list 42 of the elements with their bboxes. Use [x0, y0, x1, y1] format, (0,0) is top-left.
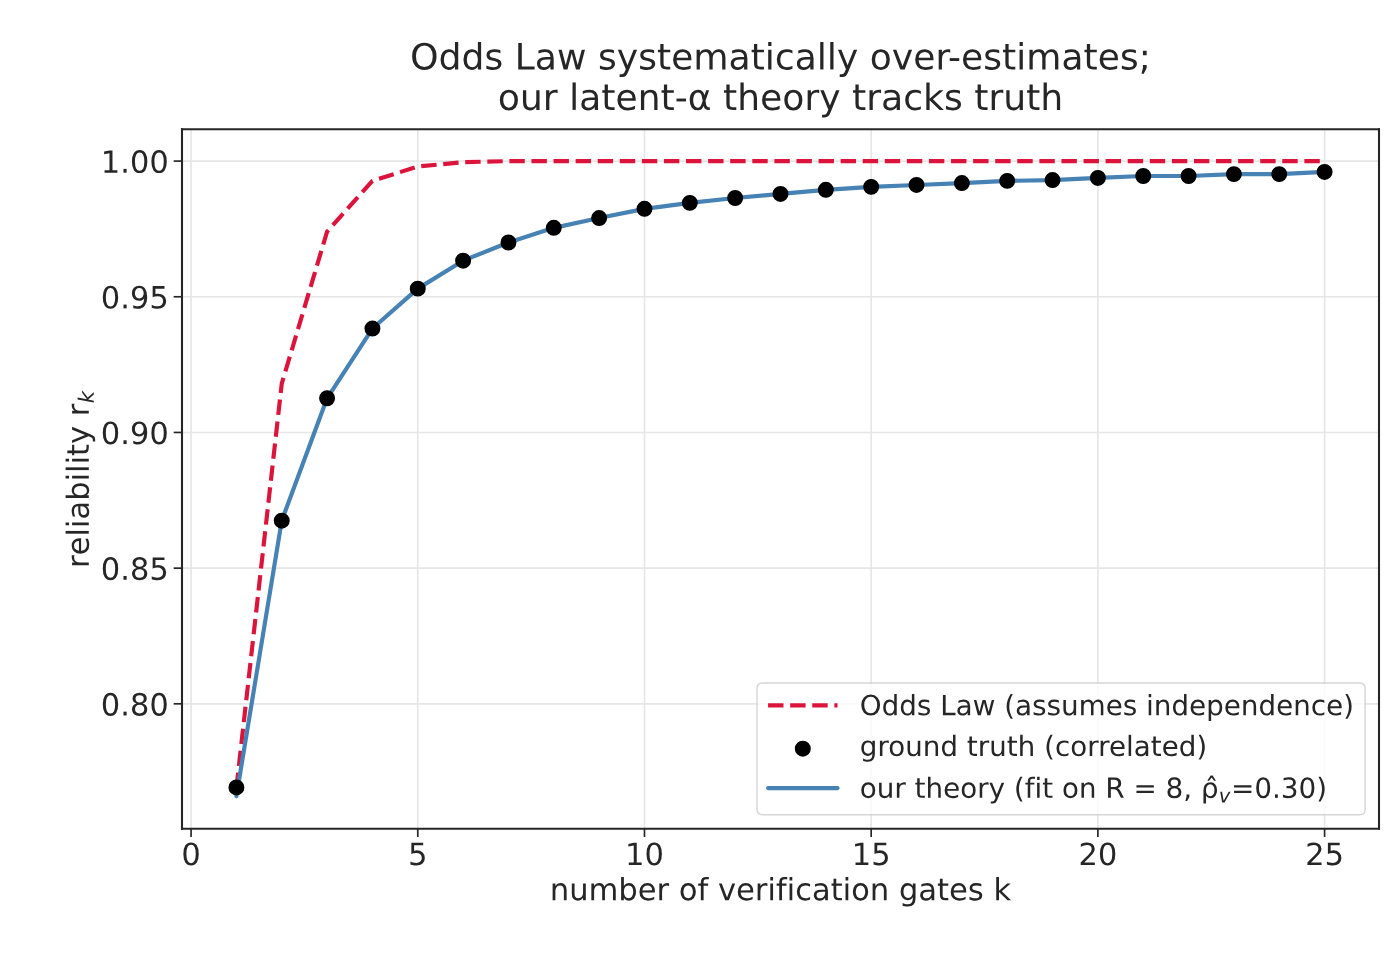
point [817, 181, 834, 198]
x-axis-title: number of verification gates k [552, 876, 1012, 907]
point [1225, 166, 1242, 183]
point [319, 390, 336, 407]
x-tick-label: 0 [183, 842, 199, 866]
x-tick-label: 20 [1080, 842, 1116, 866]
y-tick-label: 0.90 [102, 421, 167, 445]
point [591, 210, 608, 227]
point [500, 234, 517, 251]
point [364, 320, 381, 337]
point [1135, 168, 1152, 184]
point [953, 175, 970, 192]
legend-label: ground truth (correlated) [861, 734, 1205, 762]
point [999, 172, 1016, 189]
x-tick-label: 5 [410, 842, 425, 866]
x-tick-label: 10 [628, 842, 662, 866]
point [908, 176, 925, 193]
y-tick-label: 0.80 [102, 692, 167, 716]
point [455, 252, 472, 269]
point [863, 178, 880, 195]
y-tick-label: 0.85 [102, 557, 167, 581]
point [1180, 168, 1197, 184]
y-axis-title: reliability r$_{k}$ [65, 390, 96, 566]
x-tick-label: 15 [855, 842, 888, 866]
point [772, 185, 789, 202]
y-tick-label: 0.95 [102, 285, 167, 309]
point [228, 779, 245, 796]
point [681, 194, 698, 211]
point [1044, 172, 1061, 189]
point [636, 200, 653, 217]
legend-label: Odds Law (assumes independence) [861, 694, 1352, 721]
point [545, 219, 562, 236]
point [727, 190, 744, 206]
point [409, 280, 426, 297]
point [1271, 166, 1288, 183]
legend-label: our theory (fit on R = 8, ρ̂$_{v}$=0.30) [861, 775, 1325, 804]
point [1316, 163, 1333, 180]
chart-title: Odds Law systematically over-estimates; our latent-α theory tracks truth [412, 42, 1147, 118]
x-tick-label: 25 [1307, 842, 1342, 866]
point [1089, 169, 1106, 186]
point [273, 512, 290, 529]
y-tick-label: 1.00 [104, 150, 167, 174]
